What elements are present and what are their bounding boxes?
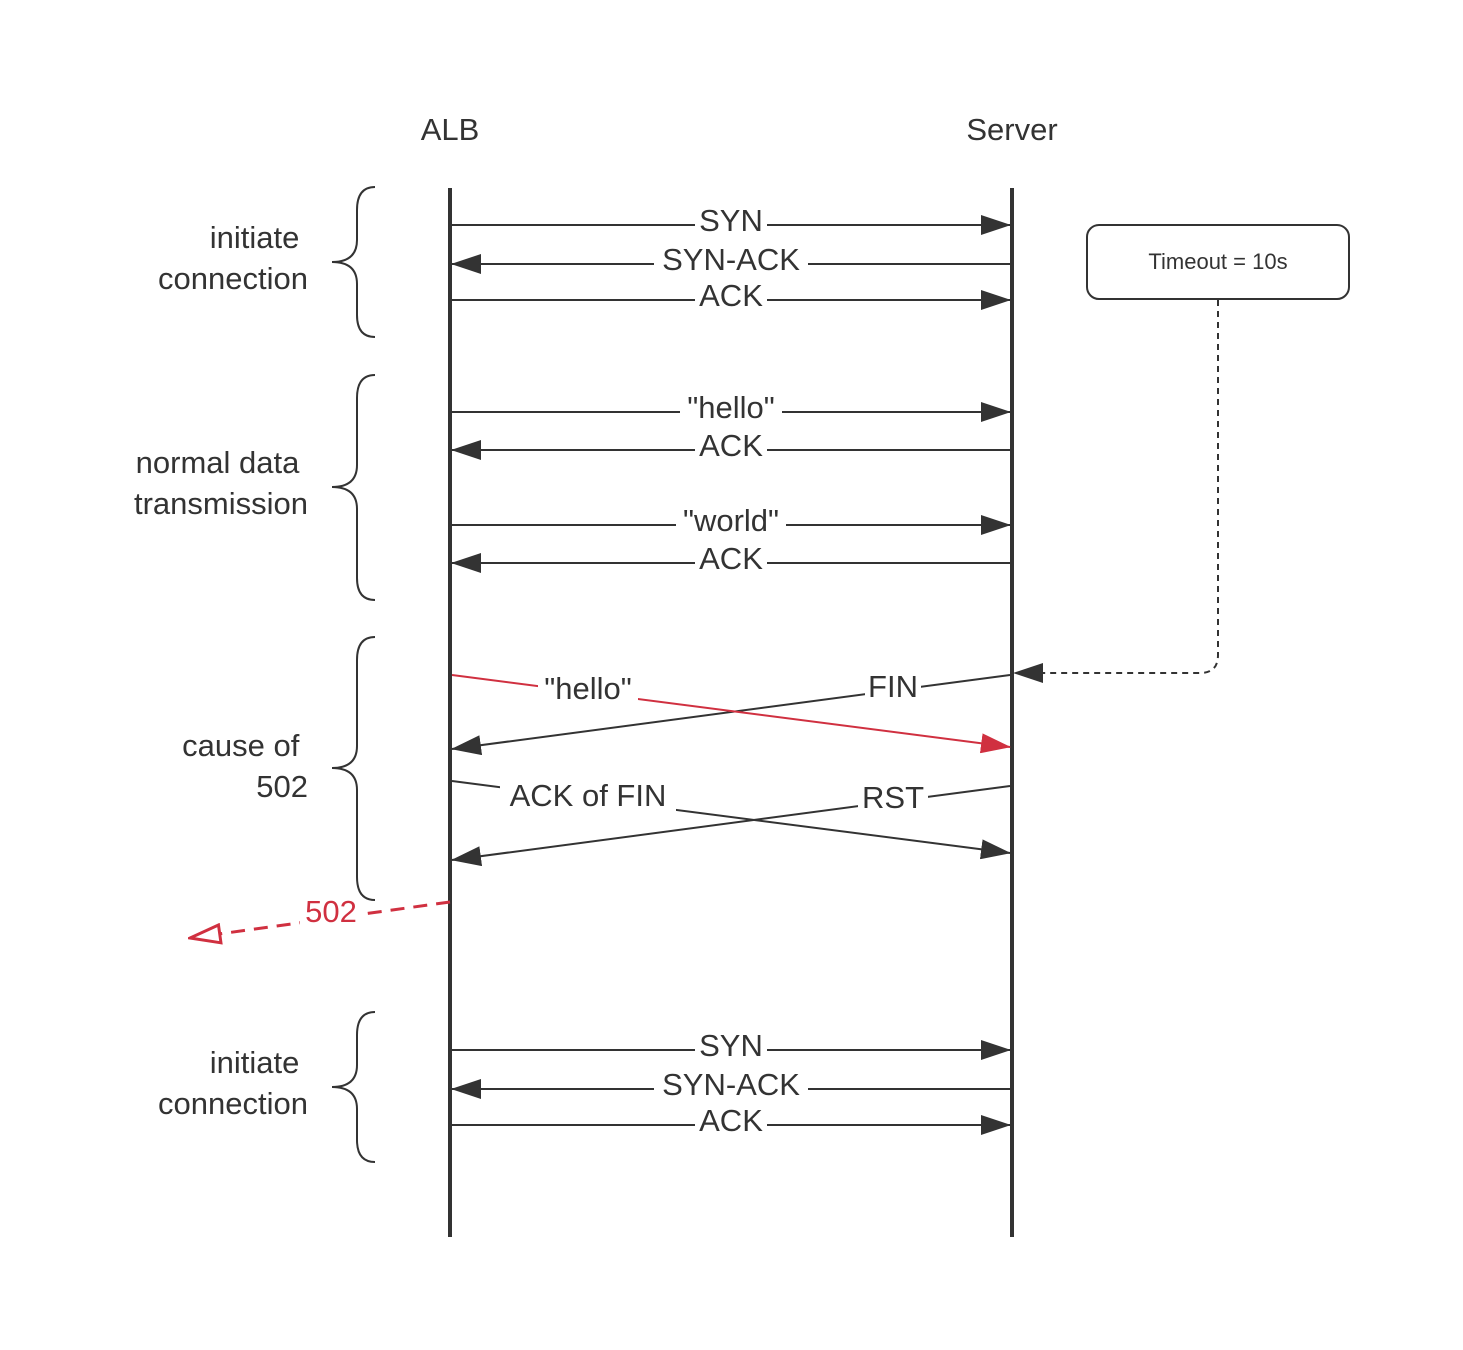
message-label: FIN bbox=[868, 669, 918, 704]
message-label: 502 bbox=[305, 894, 357, 929]
message-label: ACK bbox=[699, 541, 763, 576]
message-rst: RST bbox=[451, 780, 1011, 867]
message-label-bg bbox=[676, 505, 786, 539]
message-label: ACK of FIN bbox=[510, 778, 667, 813]
timeout-note-label: Timeout = 10s bbox=[1148, 249, 1287, 274]
message-syn: SYN bbox=[452, 203, 1011, 239]
message-label-bg bbox=[300, 896, 362, 928]
message-label-bg bbox=[654, 1069, 808, 1103]
message-label-bg bbox=[695, 205, 767, 239]
message-ack: ACK bbox=[451, 428, 1010, 464]
phase-line: initiate bbox=[210, 1045, 300, 1080]
message-label: "hello" bbox=[544, 671, 632, 706]
message-label: SYN bbox=[699, 203, 763, 238]
phase-line: connection bbox=[158, 1086, 308, 1121]
timeout-note: Timeout = 10s bbox=[1086, 224, 1350, 300]
phase-label-initiate-2: initiate connection bbox=[158, 1045, 308, 1121]
message-label-bg bbox=[858, 780, 928, 814]
message-label: "world" bbox=[683, 503, 779, 538]
phase-line: initiate bbox=[210, 220, 300, 255]
message-label: RST bbox=[862, 780, 924, 815]
timeout-connector bbox=[1013, 300, 1219, 683]
message-label-bg bbox=[500, 778, 676, 812]
phase-label-initiate-1: initiate connection bbox=[158, 220, 308, 296]
message-ack: ACK bbox=[452, 1103, 1011, 1139]
phase-line: transmission bbox=[134, 486, 308, 521]
message-502: 502 bbox=[190, 894, 451, 938]
timeout-note-box bbox=[1086, 224, 1350, 300]
participant-server: Server bbox=[966, 112, 1057, 147]
message-arrow bbox=[190, 900, 451, 938]
message-label-bg bbox=[695, 543, 767, 577]
message-label: ACK bbox=[699, 428, 763, 463]
message-label-bg bbox=[654, 244, 808, 278]
message-syn-ack: SYN-ACK bbox=[451, 1067, 1010, 1103]
message-label-bg bbox=[695, 1030, 767, 1064]
message-label: ACK bbox=[699, 1103, 763, 1138]
message-label-bg bbox=[538, 672, 638, 706]
message-ack: ACK bbox=[451, 541, 1010, 577]
brace-cause bbox=[331, 636, 376, 901]
message-label: SYN bbox=[699, 1028, 763, 1063]
message-label-bg bbox=[695, 280, 767, 314]
message-world: "world" bbox=[452, 503, 1011, 539]
brace-normal bbox=[331, 374, 376, 601]
phase-line: normal data bbox=[136, 445, 300, 480]
message-label-bg bbox=[695, 1105, 767, 1139]
message-label: "hello" bbox=[687, 390, 775, 425]
message-hello: "hello" bbox=[452, 390, 1011, 426]
phase-line: cause of bbox=[182, 728, 300, 763]
message-ack-of-fin: ACK of FIN bbox=[451, 778, 1011, 860]
message-hello-lost: "hello" bbox=[451, 671, 1011, 754]
message-syn: SYN bbox=[452, 1028, 1011, 1064]
message-syn-ack: SYN-ACK bbox=[451, 242, 1010, 278]
message-label-bg bbox=[865, 670, 921, 704]
message-ack: ACK bbox=[452, 278, 1011, 314]
phase-line: 502 bbox=[256, 769, 308, 804]
phase-label-cause: cause of 502 bbox=[182, 728, 308, 804]
message-label-bg bbox=[680, 392, 782, 426]
brace-initiate-2 bbox=[331, 1011, 376, 1163]
participant-alb: ALB bbox=[421, 112, 480, 147]
message-label: SYN-ACK bbox=[662, 1067, 800, 1102]
brace-initiate-1 bbox=[331, 186, 376, 338]
message-label-bg bbox=[695, 430, 767, 464]
phase-line: connection bbox=[158, 261, 308, 296]
phase-label-normal: normal data transmission bbox=[134, 445, 308, 521]
message-label: SYN-ACK bbox=[662, 242, 800, 277]
message-label: ACK bbox=[699, 278, 763, 313]
